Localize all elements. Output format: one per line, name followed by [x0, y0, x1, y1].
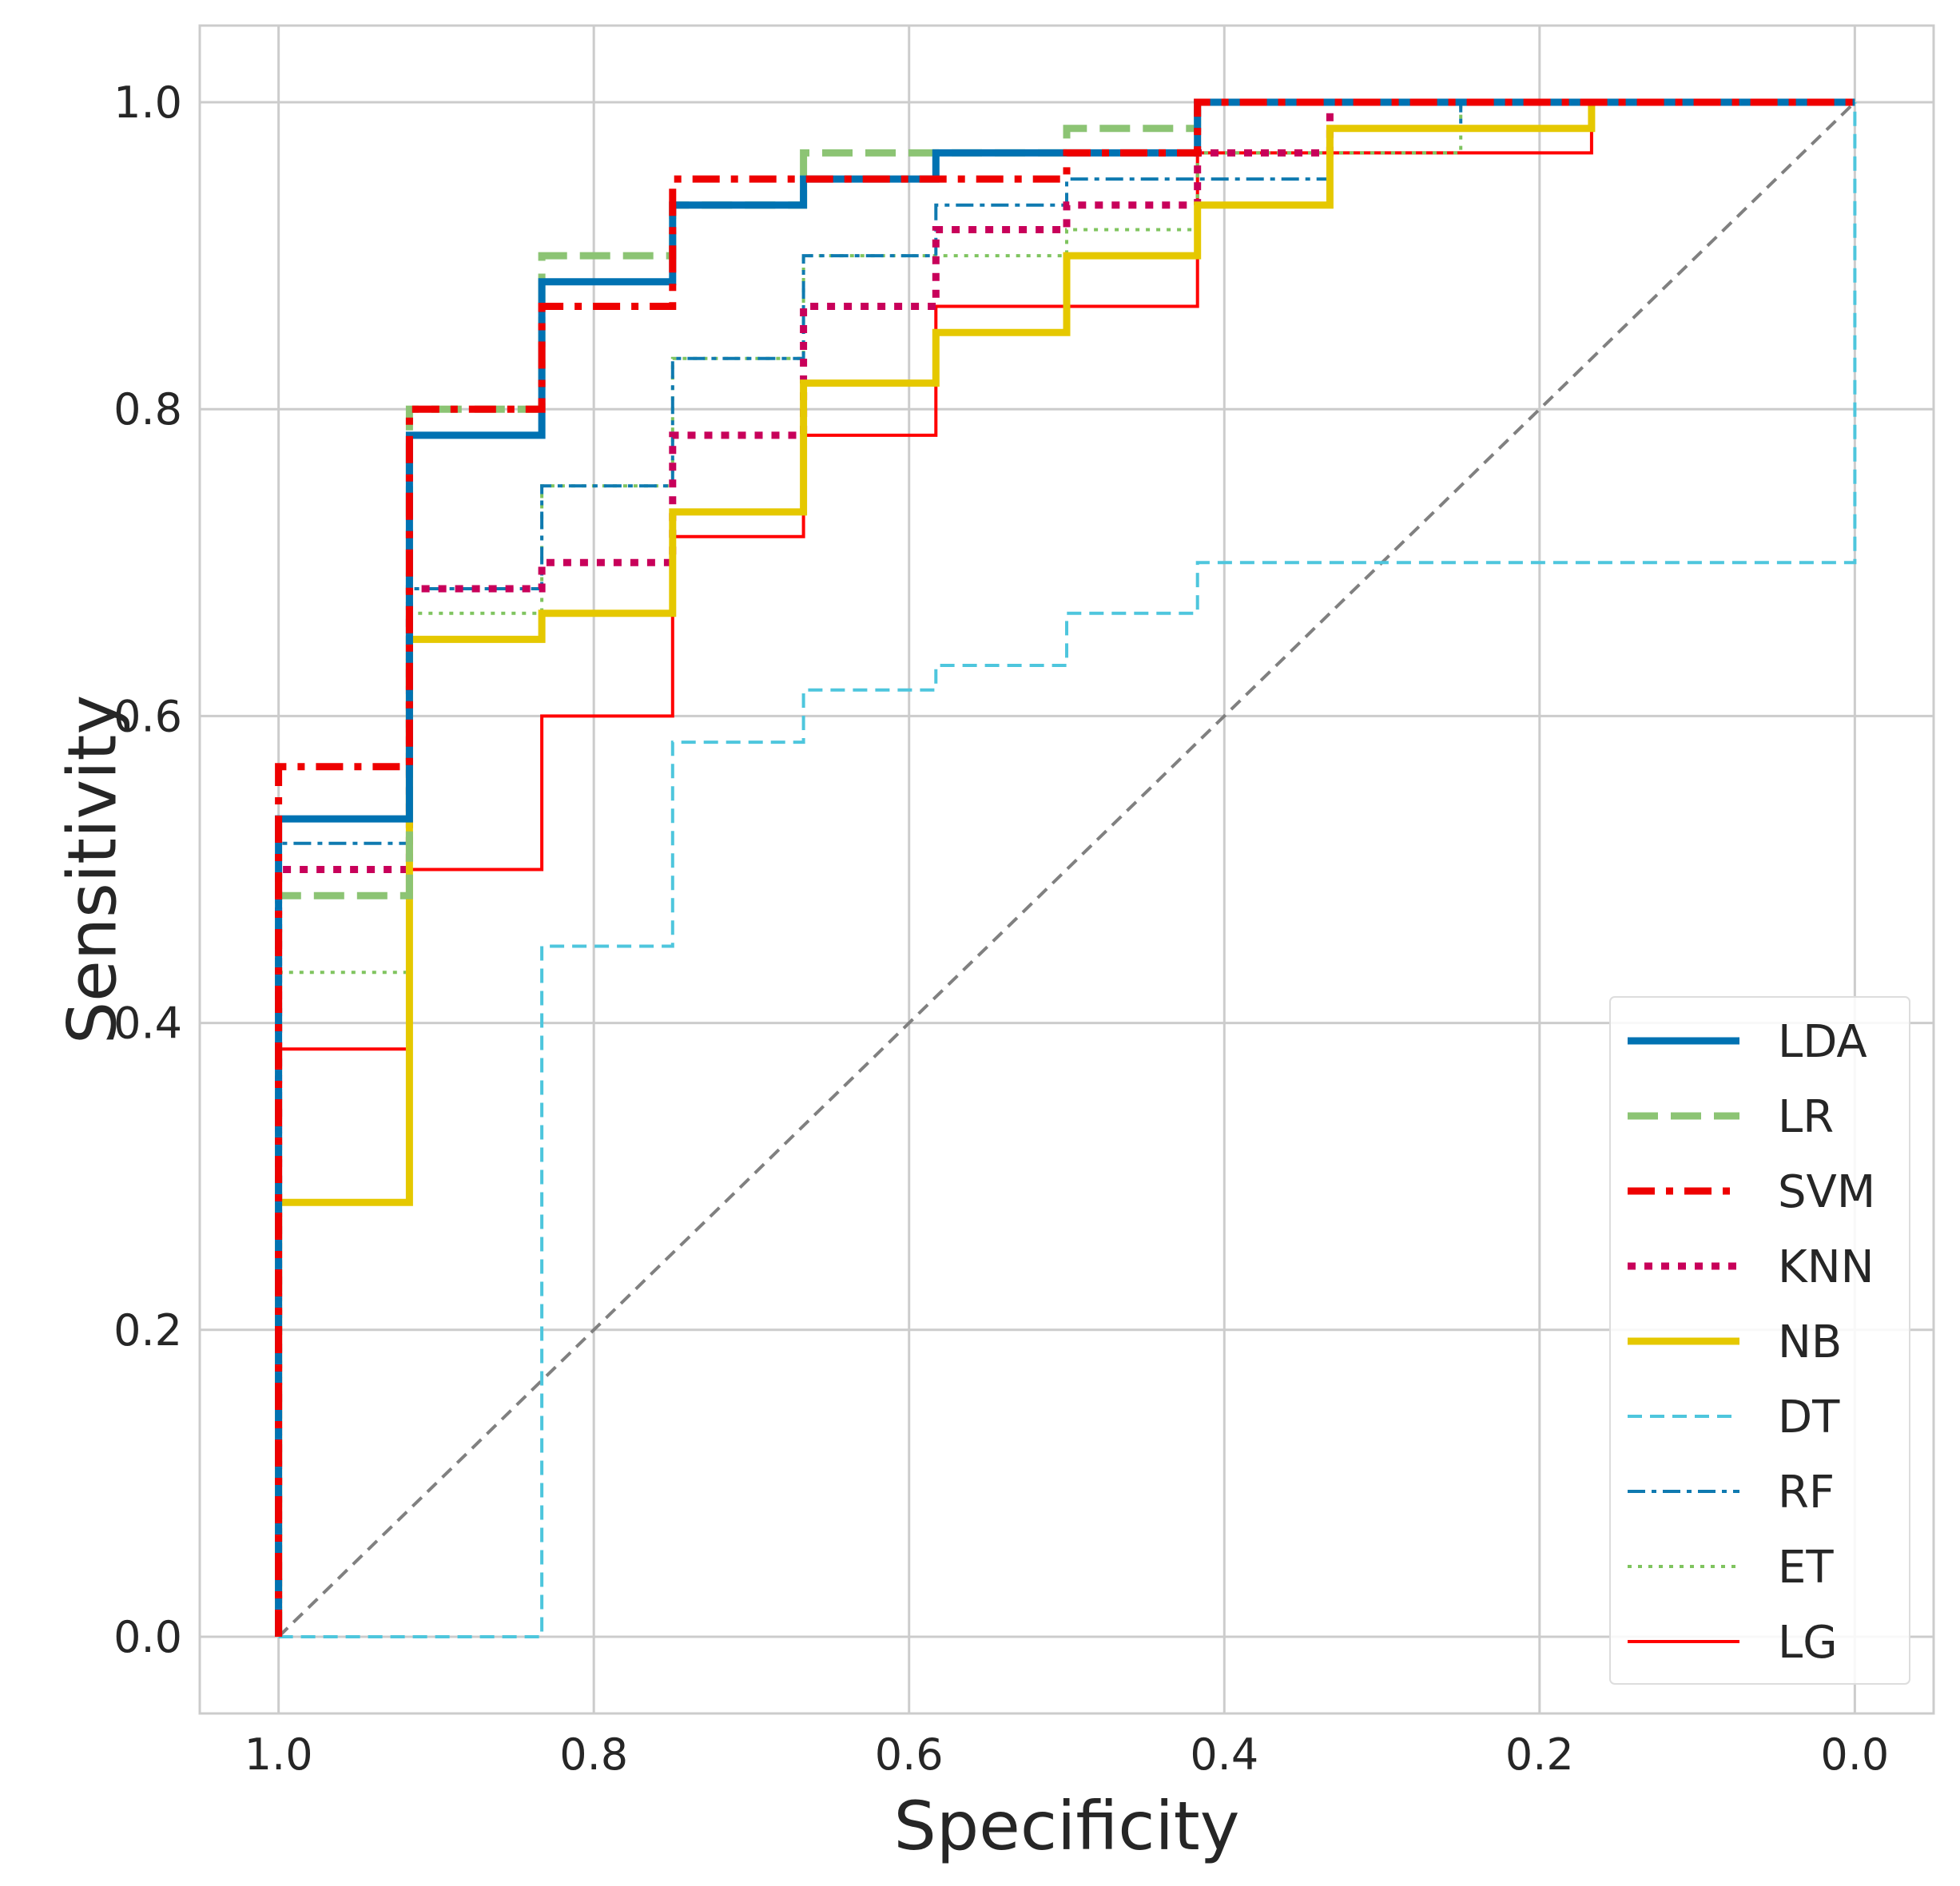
legend: LDA LR SVM KNN NB DT RF ET LG — [1609, 996, 1910, 1685]
diagonal-line — [277, 101, 1856, 1638]
series-line-dt — [278, 102, 1857, 1638]
y-tick-label: 0.4 — [113, 999, 182, 1049]
x-tick-label: 0.2 — [1505, 1729, 1574, 1780]
y-tick-label: 1.0 — [113, 77, 182, 128]
x-axis-title: Specificity — [894, 1787, 1240, 1865]
legend-box — [1609, 996, 1910, 1685]
plot-frame — [198, 24, 1935, 1715]
legend-label-lda: LDA — [1778, 1016, 1867, 1068]
y-tick-label: 0.8 — [113, 384, 182, 435]
y-tick-label: 0.0 — [113, 1612, 182, 1662]
x-tick-label: 1.0 — [245, 1729, 313, 1780]
legend-label-rf: RF — [1778, 1467, 1835, 1519]
series-line-nb — [275, 98, 1855, 1637]
series-line-rf — [276, 101, 1855, 1637]
legend-label-et: ET — [1778, 1542, 1834, 1594]
legend-label-knn: KNN — [1778, 1241, 1875, 1293]
x-tick-label: 0.4 — [1190, 1729, 1258, 1780]
x-tick-label: 0.0 — [1820, 1729, 1889, 1780]
y-tick-label: 0.2 — [113, 1305, 182, 1356]
series-lines — [275, 98, 1857, 1638]
legend-label-svm: SVM — [1778, 1166, 1875, 1218]
y-axis-title: Sensitivity — [53, 695, 131, 1044]
legend-label-nb: NB — [1778, 1316, 1842, 1368]
reference-diagonal — [277, 101, 1856, 1638]
legend-label-dt: DT — [1778, 1392, 1840, 1443]
tick-labels: 1.0 0.8 0.6 0.4 0.2 0.0 0.0 0.2 0.4 0.6 0.8 1.0 — [113, 77, 1889, 1780]
y-tick-label: 0.6 — [113, 691, 182, 741]
x-tick-label: 0.8 — [559, 1729, 628, 1780]
legend-label-lg: LG — [1778, 1617, 1838, 1669]
legend-label-lr: LR — [1778, 1091, 1834, 1143]
series-line-svm — [275, 98, 1855, 1637]
x-tick-label: 0.6 — [875, 1729, 944, 1780]
